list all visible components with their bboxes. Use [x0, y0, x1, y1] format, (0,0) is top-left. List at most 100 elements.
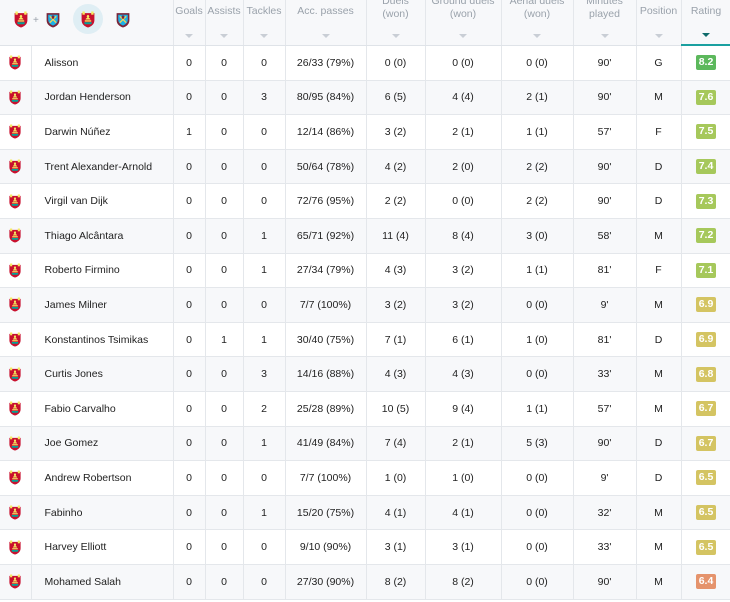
- liverpool-crest-icon: [8, 262, 22, 279]
- duels-cell: 4 (3): [366, 356, 426, 392]
- player-name[interactable]: James Milner: [31, 287, 174, 323]
- rating-badge: 6.9: [696, 297, 716, 313]
- rating-cell: 7.5: [681, 114, 730, 150]
- minutes-played-cell: 33': [573, 529, 637, 565]
- player-name[interactable]: Alisson: [31, 45, 174, 81]
- column-header-assists[interactable]: Assists: [205, 0, 244, 46]
- column-header-rating[interactable]: Rating: [681, 0, 730, 46]
- column-header-tackles[interactable]: Tackles: [243, 0, 286, 46]
- player-name[interactable]: Thiago Alcântara: [31, 218, 174, 254]
- rating-badge: 6.4: [696, 574, 716, 590]
- goals-cell: 0: [173, 149, 206, 185]
- assists-cell: 1: [205, 322, 244, 358]
- rating-cell: 7.6: [681, 80, 730, 116]
- west-ham-crest-icon[interactable]: [45, 10, 61, 29]
- player-name[interactable]: Joe Gomez: [31, 426, 174, 462]
- liverpool-crest-icon[interactable]: [80, 10, 96, 29]
- tackles-cell: 0: [243, 149, 286, 185]
- table-row[interactable]: Alisson 0 0 0 26/33 (79%) 0 (0) 0 (0) 0 (0) 90' G…: [0, 45, 730, 81]
- acc-passes-cell: 26/33 (79%): [285, 45, 367, 81]
- tackles-cell: 1: [243, 426, 286, 462]
- column-header-duels[interactable]: Duels (won): [366, 0, 426, 46]
- goals-cell: 0: [173, 45, 206, 81]
- table-row[interactable]: Thiago Alcântara 0 0 1 65/71 (92%) 11 (4) 8 (4…: [0, 218, 730, 254]
- table-row[interactable]: Jordan Henderson 0 0 3 80/95 (84%) 6 (5) 4 (4)…: [0, 80, 730, 116]
- player-name[interactable]: Trent Alexander-Arnold: [31, 149, 174, 185]
- position-cell: D: [636, 460, 682, 496]
- ground-duels-cell: 4 (4): [425, 80, 502, 116]
- table-row[interactable]: Andrew Robertson 0 0 0 7/7 (100%) 1 (0) 1 (0) 0…: [0, 460, 730, 496]
- assists-cell: 0: [205, 183, 244, 219]
- table-row[interactable]: Roberto Firmino 0 0 1 27/34 (79%) 4 (3) 3 (2) 1…: [0, 253, 730, 289]
- minutes-played-cell: 9': [573, 287, 637, 323]
- column-header-position[interactable]: Position: [636, 0, 682, 46]
- table-row[interactable]: Konstantinos Tsimikas 0 1 1 30/40 (75%) 7 (1)…: [0, 322, 730, 358]
- aerial-duels-cell: 5 (3): [501, 426, 574, 462]
- player-name[interactable]: Roberto Firmino: [31, 253, 174, 289]
- goals-cell: 0: [173, 426, 206, 462]
- position-cell: F: [636, 114, 682, 150]
- player-name[interactable]: Fabio Carvalho: [31, 391, 174, 427]
- player-name[interactable]: Virgil van Dijk: [31, 183, 174, 219]
- liverpool-crest-icon: [8, 54, 22, 71]
- rating-badge: 6.5: [696, 505, 716, 521]
- plus-separator: +: [33, 15, 39, 26]
- table-row[interactable]: Trent Alexander-Arnold 0 0 0 50/64 (78%) 4 (2…: [0, 149, 730, 185]
- goals-cell: 0: [173, 495, 206, 531]
- minutes-played-cell: 57': [573, 391, 637, 427]
- column-header-minutes-played[interactable]: Minutes played: [573, 0, 637, 46]
- player-name[interactable]: Curtis Jones: [31, 356, 174, 392]
- rating-cell: 8.2: [681, 45, 730, 81]
- column-header-ground-duels[interactable]: Ground duels (won): [425, 0, 502, 46]
- column-header-goals[interactable]: Goals: [173, 0, 206, 46]
- player-name[interactable]: Fabinho: [31, 495, 174, 531]
- table-row[interactable]: James Milner 0 0 0 7/7 (100%) 3 (2) 3 (2) 0 (0)…: [0, 287, 730, 323]
- tackles-cell: 1: [243, 253, 286, 289]
- team-logo-cell: [0, 426, 32, 462]
- west-ham-crest-icon[interactable]: [115, 10, 131, 29]
- table-row[interactable]: Fabinho 0 0 1 15/20 (75%) 4 (1) 4 (1) 0 (0) 32' M…: [0, 495, 730, 531]
- goals-cell: 0: [173, 356, 206, 392]
- acc-passes-cell: 9/10 (90%): [285, 529, 367, 565]
- minutes-played-cell: 32': [573, 495, 637, 531]
- table-row[interactable]: Joe Gomez 0 0 1 41/49 (84%) 7 (4) 2 (1) 5 (3) 90…: [0, 426, 730, 462]
- table-row[interactable]: Virgil van Dijk 0 0 0 72/76 (95%) 2 (2) 0 (0) 2…: [0, 183, 730, 219]
- player-name[interactable]: Mohamed Salah: [31, 564, 174, 600]
- rating-cell: 6.4: [681, 564, 730, 600]
- ground-duels-cell: 6 (1): [425, 322, 502, 358]
- rating-cell: 6.9: [681, 287, 730, 323]
- player-name[interactable]: Konstantinos Tsimikas: [31, 322, 174, 358]
- acc-passes-cell: 25/28 (89%): [285, 391, 367, 427]
- player-name[interactable]: Jordan Henderson: [31, 80, 174, 116]
- table-row[interactable]: Harvey Elliott 0 0 0 9/10 (90%) 3 (1) 3 (1) 0 (…: [0, 529, 730, 565]
- player-name[interactable]: Darwin Núñez: [31, 114, 174, 150]
- column-header-aerial-duels[interactable]: Aerial duels (won): [501, 0, 574, 46]
- player-name[interactable]: Harvey Elliott: [31, 529, 174, 565]
- tackles-cell: 0: [243, 287, 286, 323]
- liverpool-crest-icon[interactable]: [13, 10, 29, 29]
- goals-cell: 0: [173, 253, 206, 289]
- sort-arrow-icon: [533, 33, 541, 38]
- sort-arrow-icon: [391, 33, 400, 38]
- duels-cell: 2 (2): [366, 183, 426, 219]
- table-row[interactable]: Fabio Carvalho 0 0 2 25/28 (89%) 10 (5) 9 (4) 1…: [0, 391, 730, 427]
- table-row[interactable]: Mohamed Salah 0 0 0 27/30 (90%) 8 (2) 8 (2) 0 (…: [0, 564, 730, 600]
- position-cell: M: [636, 495, 682, 531]
- tackles-cell: 0: [243, 564, 286, 600]
- sort-arrow-icon: [321, 33, 330, 38]
- player-name[interactable]: Andrew Robertson: [31, 460, 174, 496]
- duels-cell: 4 (1): [366, 495, 426, 531]
- team-logo-cell: [0, 114, 32, 150]
- rating-badge: 6.5: [696, 470, 716, 486]
- assists-cell: 0: [205, 426, 244, 462]
- position-cell: D: [636, 426, 682, 462]
- liverpool-crest-icon: [8, 400, 22, 417]
- table-row[interactable]: Darwin Núñez 1 0 0 12/14 (86%) 3 (2) 2 (1) 1 (1…: [0, 114, 730, 150]
- ground-duels-cell: 8 (4): [425, 218, 502, 254]
- acc-passes-cell: 12/14 (86%): [285, 114, 367, 150]
- liverpool-crest-icon: [8, 366, 22, 383]
- table-row[interactable]: Curtis Jones 0 0 3 14/16 (88%) 4 (3) 4 (3) 0 (0…: [0, 356, 730, 392]
- goals-cell: 1: [173, 114, 206, 150]
- team-logo-cell: [0, 45, 32, 81]
- column-header-acc-passes[interactable]: Acc. passes: [285, 0, 367, 46]
